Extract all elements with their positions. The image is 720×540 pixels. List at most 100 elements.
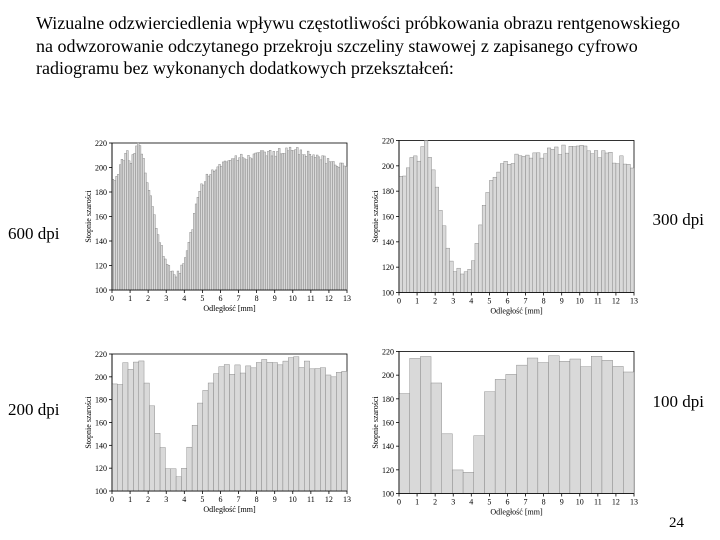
svg-text:140: 140: [382, 238, 394, 247]
svg-text:11: 11: [594, 297, 602, 306]
svg-text:160: 160: [382, 213, 394, 222]
svg-text:7: 7: [237, 294, 241, 303]
svg-text:12: 12: [325, 495, 333, 504]
svg-text:0: 0: [110, 294, 114, 303]
svg-text:1: 1: [415, 297, 419, 306]
svg-text:200: 200: [95, 164, 107, 173]
svg-text:140: 140: [95, 441, 107, 450]
svg-text:2: 2: [433, 498, 437, 507]
svg-text:180: 180: [95, 396, 107, 405]
svg-text:8: 8: [542, 498, 546, 507]
svg-text:1: 1: [128, 294, 132, 303]
svg-text:12: 12: [612, 297, 620, 306]
svg-text:100: 100: [95, 286, 107, 295]
chart-100dpi: 100120140160180200220012345678910111213O…: [369, 343, 638, 520]
label-300dpi: 300 dpi: [653, 210, 704, 230]
svg-text:3: 3: [164, 294, 168, 303]
svg-text:Stopnie szarości: Stopnie szarości: [371, 190, 380, 243]
svg-text:Odległość [mm]: Odległość [mm]: [203, 304, 256, 313]
svg-text:0: 0: [397, 297, 401, 306]
svg-text:100: 100: [382, 289, 394, 298]
label-200dpi: 200 dpi: [8, 400, 59, 420]
svg-text:6: 6: [505, 297, 509, 306]
svg-text:180: 180: [382, 395, 394, 404]
svg-text:13: 13: [343, 294, 351, 303]
svg-text:120: 120: [95, 464, 107, 473]
svg-text:2: 2: [146, 495, 150, 504]
svg-text:9: 9: [273, 294, 277, 303]
svg-text:120: 120: [95, 262, 107, 271]
svg-text:180: 180: [95, 188, 107, 197]
svg-text:3: 3: [164, 495, 168, 504]
svg-text:3: 3: [451, 297, 455, 306]
svg-text:Stopnie szarości: Stopnie szarości: [84, 190, 93, 243]
svg-text:7: 7: [524, 498, 528, 507]
svg-text:220: 220: [382, 137, 394, 146]
svg-text:1: 1: [128, 495, 132, 504]
svg-text:100: 100: [95, 487, 107, 496]
chart-300dpi: 100120140160180200220012345678910111213O…: [369, 132, 638, 319]
svg-text:Odległość [mm]: Odległość [mm]: [490, 508, 543, 517]
svg-text:200: 200: [95, 373, 107, 382]
svg-text:4: 4: [469, 498, 473, 507]
chart-200dpi: 100120140160180200220012345678910111213O…: [82, 343, 351, 520]
charts-grid: 100120140160180200220012345678910111213O…: [82, 132, 638, 510]
svg-text:10: 10: [576, 498, 584, 507]
svg-text:120: 120: [382, 263, 394, 272]
svg-text:6: 6: [218, 294, 222, 303]
svg-text:200: 200: [382, 371, 394, 380]
svg-text:13: 13: [630, 498, 638, 507]
svg-text:140: 140: [382, 442, 394, 451]
svg-text:13: 13: [343, 495, 351, 504]
svg-text:220: 220: [382, 348, 394, 357]
svg-text:8: 8: [255, 495, 259, 504]
svg-text:Odległość [mm]: Odległość [mm]: [203, 505, 256, 514]
svg-text:9: 9: [560, 498, 564, 507]
svg-text:12: 12: [325, 294, 333, 303]
svg-text:1: 1: [415, 498, 419, 507]
svg-text:0: 0: [397, 498, 401, 507]
svg-text:220: 220: [95, 350, 107, 359]
svg-text:2: 2: [146, 294, 150, 303]
title-text: Wizualne odzwierciedlenia wpływu częstot…: [36, 13, 680, 78]
label-100dpi: 100 dpi: [653, 392, 704, 412]
svg-text:Odległość [mm]: Odległość [mm]: [490, 307, 543, 316]
svg-text:10: 10: [289, 495, 297, 504]
svg-text:4: 4: [469, 297, 473, 306]
svg-text:11: 11: [594, 498, 602, 507]
svg-text:10: 10: [576, 297, 584, 306]
svg-text:200: 200: [382, 162, 394, 171]
svg-text:6: 6: [218, 495, 222, 504]
svg-text:8: 8: [542, 297, 546, 306]
page-title: Wizualne odzwierciedlenia wpływu częstot…: [36, 12, 684, 80]
svg-text:160: 160: [95, 213, 107, 222]
svg-text:220: 220: [95, 139, 107, 148]
svg-text:8: 8: [255, 294, 259, 303]
svg-text:180: 180: [382, 187, 394, 196]
label-600dpi: 600 dpi: [8, 224, 59, 244]
svg-text:5: 5: [487, 297, 491, 306]
svg-text:Stopnie szarości: Stopnie szarości: [371, 396, 380, 449]
svg-text:140: 140: [95, 237, 107, 246]
svg-text:5: 5: [200, 294, 204, 303]
svg-text:5: 5: [487, 498, 491, 507]
svg-text:5: 5: [200, 495, 204, 504]
svg-text:10: 10: [289, 294, 297, 303]
svg-text:4: 4: [182, 495, 186, 504]
svg-text:120: 120: [382, 466, 394, 475]
svg-text:6: 6: [505, 498, 509, 507]
svg-text:3: 3: [451, 498, 455, 507]
svg-text:9: 9: [560, 297, 564, 306]
svg-text:160: 160: [95, 419, 107, 428]
svg-text:4: 4: [182, 294, 186, 303]
svg-text:12: 12: [612, 498, 620, 507]
svg-text:7: 7: [237, 495, 241, 504]
svg-text:13: 13: [630, 297, 638, 306]
svg-text:11: 11: [307, 294, 315, 303]
svg-text:0: 0: [110, 495, 114, 504]
svg-text:2: 2: [433, 297, 437, 306]
svg-text:9: 9: [273, 495, 277, 504]
svg-text:160: 160: [382, 419, 394, 428]
svg-text:Stopnie szarości: Stopnie szarości: [84, 396, 93, 449]
svg-text:100: 100: [382, 490, 394, 499]
